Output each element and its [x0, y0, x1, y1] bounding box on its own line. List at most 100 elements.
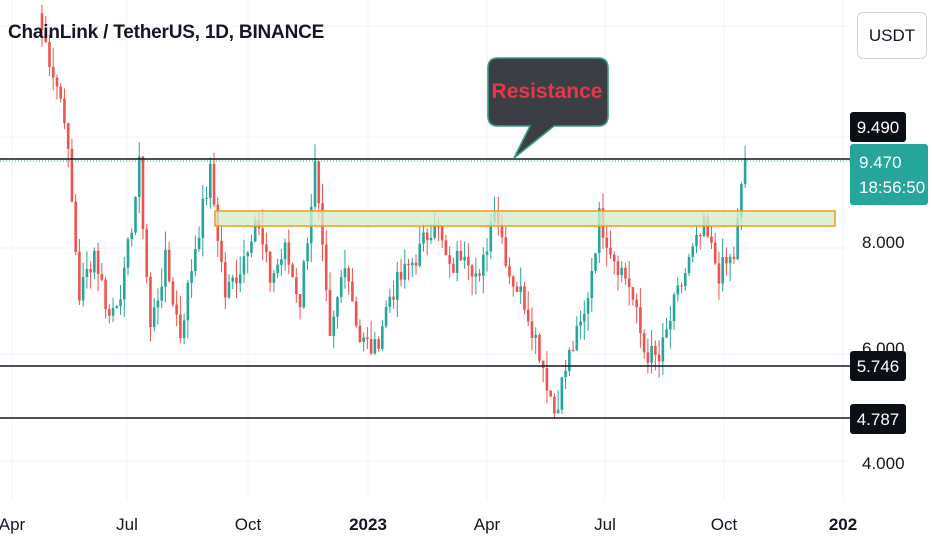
candle [317, 161, 321, 220]
candle [440, 225, 444, 249]
candle [549, 390, 552, 397]
countdown-text: 18:56:50 [859, 178, 925, 197]
candle [182, 313, 186, 345]
price-tag-support-upper: 5.746 [850, 351, 906, 381]
price-axis[interactable]: 8.000 6.000 4.000 9.490 9.470 18:56:50 5… [850, 112, 928, 473]
candle [657, 340, 661, 378]
candle [452, 257, 455, 274]
candle [728, 253, 732, 281]
candle [81, 262, 85, 307]
candle [149, 272, 152, 342]
candle [66, 122, 70, 168]
candle [579, 310, 582, 340]
candle [392, 280, 395, 309]
candle [51, 47, 55, 91]
candle [568, 347, 571, 376]
candle [732, 246, 736, 264]
candle [650, 330, 653, 374]
candle [609, 230, 612, 259]
candle [44, 15, 48, 43]
candle [504, 225, 508, 268]
candle [235, 259, 238, 299]
candle [743, 145, 747, 188]
candle [605, 222, 609, 267]
time-axis[interactable]: Apr Jul Oct 2023 Apr Jul Oct 202 [0, 515, 857, 534]
candle [171, 277, 175, 308]
candle [280, 249, 283, 276]
candle [429, 224, 433, 245]
candle [96, 242, 100, 292]
y-tick-label: 8.000 [862, 233, 905, 252]
candle [104, 276, 107, 319]
candle [717, 251, 721, 300]
candle [687, 253, 691, 276]
candle [710, 225, 713, 250]
candle [55, 74, 59, 100]
candle [246, 251, 249, 274]
candle [590, 258, 594, 312]
candle [238, 256, 242, 293]
candle [369, 320, 373, 356]
candle [564, 360, 567, 390]
candle [250, 234, 253, 258]
candle [111, 297, 115, 323]
candle [366, 327, 369, 350]
candle [676, 276, 680, 302]
candle [571, 340, 575, 353]
candle [93, 247, 96, 280]
candle [511, 274, 515, 297]
candle [134, 196, 137, 236]
candle [115, 305, 119, 310]
candle [646, 338, 650, 374]
candle [205, 186, 208, 206]
candle [530, 307, 534, 351]
candle [373, 332, 377, 356]
candle [313, 144, 317, 211]
candle [122, 256, 126, 317]
x-tick-label: Apr [0, 515, 26, 534]
y-tick-label: 4.000 [862, 454, 905, 473]
candle [586, 292, 590, 331]
candle [459, 240, 463, 261]
candle [515, 281, 519, 292]
candle [381, 319, 384, 352]
candle [538, 333, 541, 364]
resistance-zone[interactable] [214, 210, 836, 227]
currency-button[interactable]: USDT [857, 12, 927, 59]
candle [665, 317, 668, 339]
candle [201, 185, 205, 257]
resistance-callout[interactable]: Resistance [487, 57, 609, 159]
candle [137, 142, 141, 214]
callout-bubble [487, 57, 609, 159]
candle [556, 390, 560, 414]
price-tag-text: 4.787 [857, 410, 900, 429]
candle [354, 296, 358, 329]
candle [683, 268, 687, 291]
candle [396, 261, 399, 318]
candle [272, 270, 276, 293]
candle [209, 157, 212, 209]
candle [635, 293, 638, 324]
candlestick-series [40, 4, 747, 420]
current-price-text: 9.470 [859, 153, 902, 172]
candle [523, 281, 526, 315]
candle [85, 251, 89, 289]
candle [126, 237, 130, 276]
candle [186, 279, 190, 339]
candle [661, 323, 665, 375]
candle [152, 297, 156, 332]
candle [403, 249, 407, 289]
candle [306, 237, 309, 270]
candle [100, 263, 104, 282]
candle [448, 246, 451, 278]
candle [639, 288, 642, 348]
candle [553, 393, 556, 420]
candle [220, 226, 223, 273]
candle [167, 241, 171, 283]
candle [160, 268, 163, 308]
candle [545, 351, 549, 404]
candle [672, 292, 676, 331]
candle [526, 291, 530, 327]
candle [223, 251, 227, 310]
